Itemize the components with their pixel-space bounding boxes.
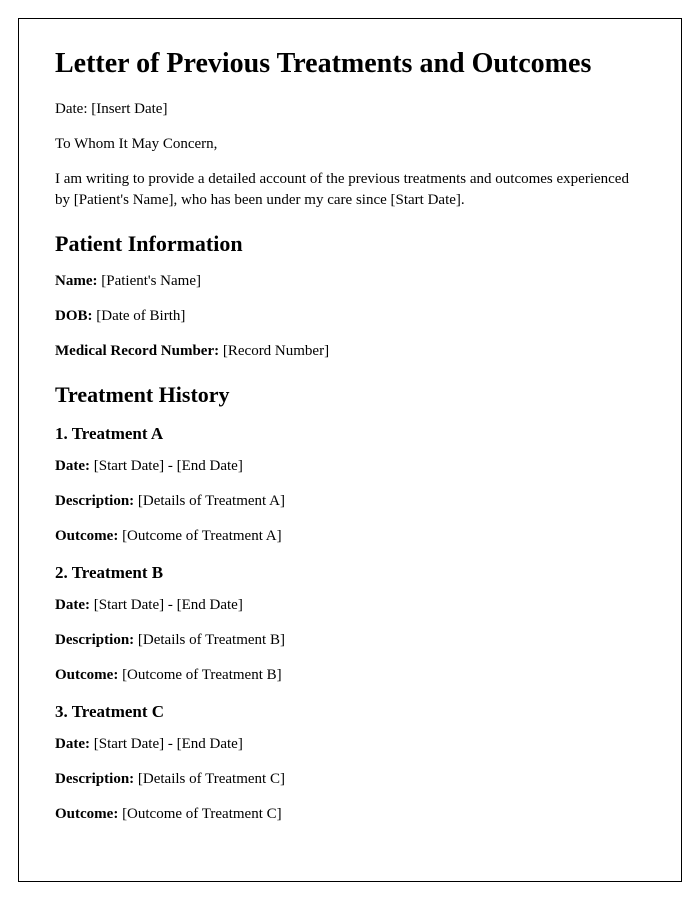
treatment-a-date-label: Date: [55, 458, 94, 474]
treatment-a-outcome-value: [Outcome of Treatment A] [122, 528, 282, 544]
treatment-c-desc-value: [Details of Treatment C] [138, 771, 285, 787]
treatment-c-outcome-line: Outcome: [Outcome of Treatment C] [55, 804, 645, 825]
treatment-a-heading: 1. Treatment A [55, 424, 645, 444]
treatment-a-outcome-label: Outcome: [55, 528, 122, 544]
intro-paragraph: I am writing to provide a detailed accou… [55, 169, 645, 211]
treatment-c-outcome-label: Outcome: [55, 806, 122, 822]
treatment-b-outcome-line: Outcome: [Outcome of Treatment B] [55, 665, 645, 686]
document-page: Letter of Previous Treatments and Outcom… [18, 18, 682, 882]
treatment-c-desc-label: Description: [55, 771, 138, 787]
treatment-a-date-line: Date: [Start Date] - [End Date] [55, 456, 645, 477]
treatment-b-date-value: [Start Date] - [End Date] [94, 597, 243, 613]
treatment-a-desc-line: Description: [Details of Treatment A] [55, 491, 645, 512]
treatment-b-date-line: Date: [Start Date] - [End Date] [55, 595, 645, 616]
treatment-a-desc-label: Description: [55, 493, 138, 509]
patient-name-label: Name: [55, 273, 101, 289]
treatment-a-outcome-line: Outcome: [Outcome of Treatment A] [55, 526, 645, 547]
treatment-c-date-label: Date: [55, 736, 94, 752]
page-title: Letter of Previous Treatments and Outcom… [55, 47, 645, 81]
treatment-b-outcome-label: Outcome: [55, 667, 122, 683]
patient-dob-line: DOB: [Date of Birth] [55, 306, 645, 327]
treatment-b-desc-value: [Details of Treatment B] [138, 632, 285, 648]
patient-name-value: [Patient's Name] [101, 273, 201, 289]
treatment-a-date-value: [Start Date] - [End Date] [94, 458, 243, 474]
patient-mrn-value: [Record Number] [223, 343, 329, 359]
date-line: Date: [Insert Date] [55, 99, 645, 120]
salutation: To Whom It May Concern, [55, 134, 645, 155]
date-label: Date: [55, 101, 91, 117]
treatment-b-date-label: Date: [55, 597, 94, 613]
patient-mrn-label: Medical Record Number: [55, 343, 223, 359]
treatment-a-desc-value: [Details of Treatment A] [138, 493, 285, 509]
page-container: Letter of Previous Treatments and Outcom… [0, 0, 700, 900]
treatment-c-desc-line: Description: [Details of Treatment C] [55, 769, 645, 790]
date-value: [Insert Date] [91, 101, 167, 117]
treatment-b-outcome-value: [Outcome of Treatment B] [122, 667, 282, 683]
treatment-c-date-line: Date: [Start Date] - [End Date] [55, 734, 645, 755]
treatment-b-desc-label: Description: [55, 632, 138, 648]
treatment-c-date-value: [Start Date] - [End Date] [94, 736, 243, 752]
treatment-history-heading: Treatment History [55, 382, 645, 408]
treatment-c-heading: 3. Treatment C [55, 702, 645, 722]
treatment-b-desc-line: Description: [Details of Treatment B] [55, 630, 645, 651]
patient-dob-label: DOB: [55, 308, 96, 324]
treatment-c-outcome-value: [Outcome of Treatment C] [122, 806, 282, 822]
patient-dob-value: [Date of Birth] [96, 308, 185, 324]
patient-mrn-line: Medical Record Number: [Record Number] [55, 341, 645, 362]
patient-name-line: Name: [Patient's Name] [55, 271, 645, 292]
patient-info-heading: Patient Information [55, 231, 645, 257]
treatment-b-heading: 2. Treatment B [55, 563, 645, 583]
